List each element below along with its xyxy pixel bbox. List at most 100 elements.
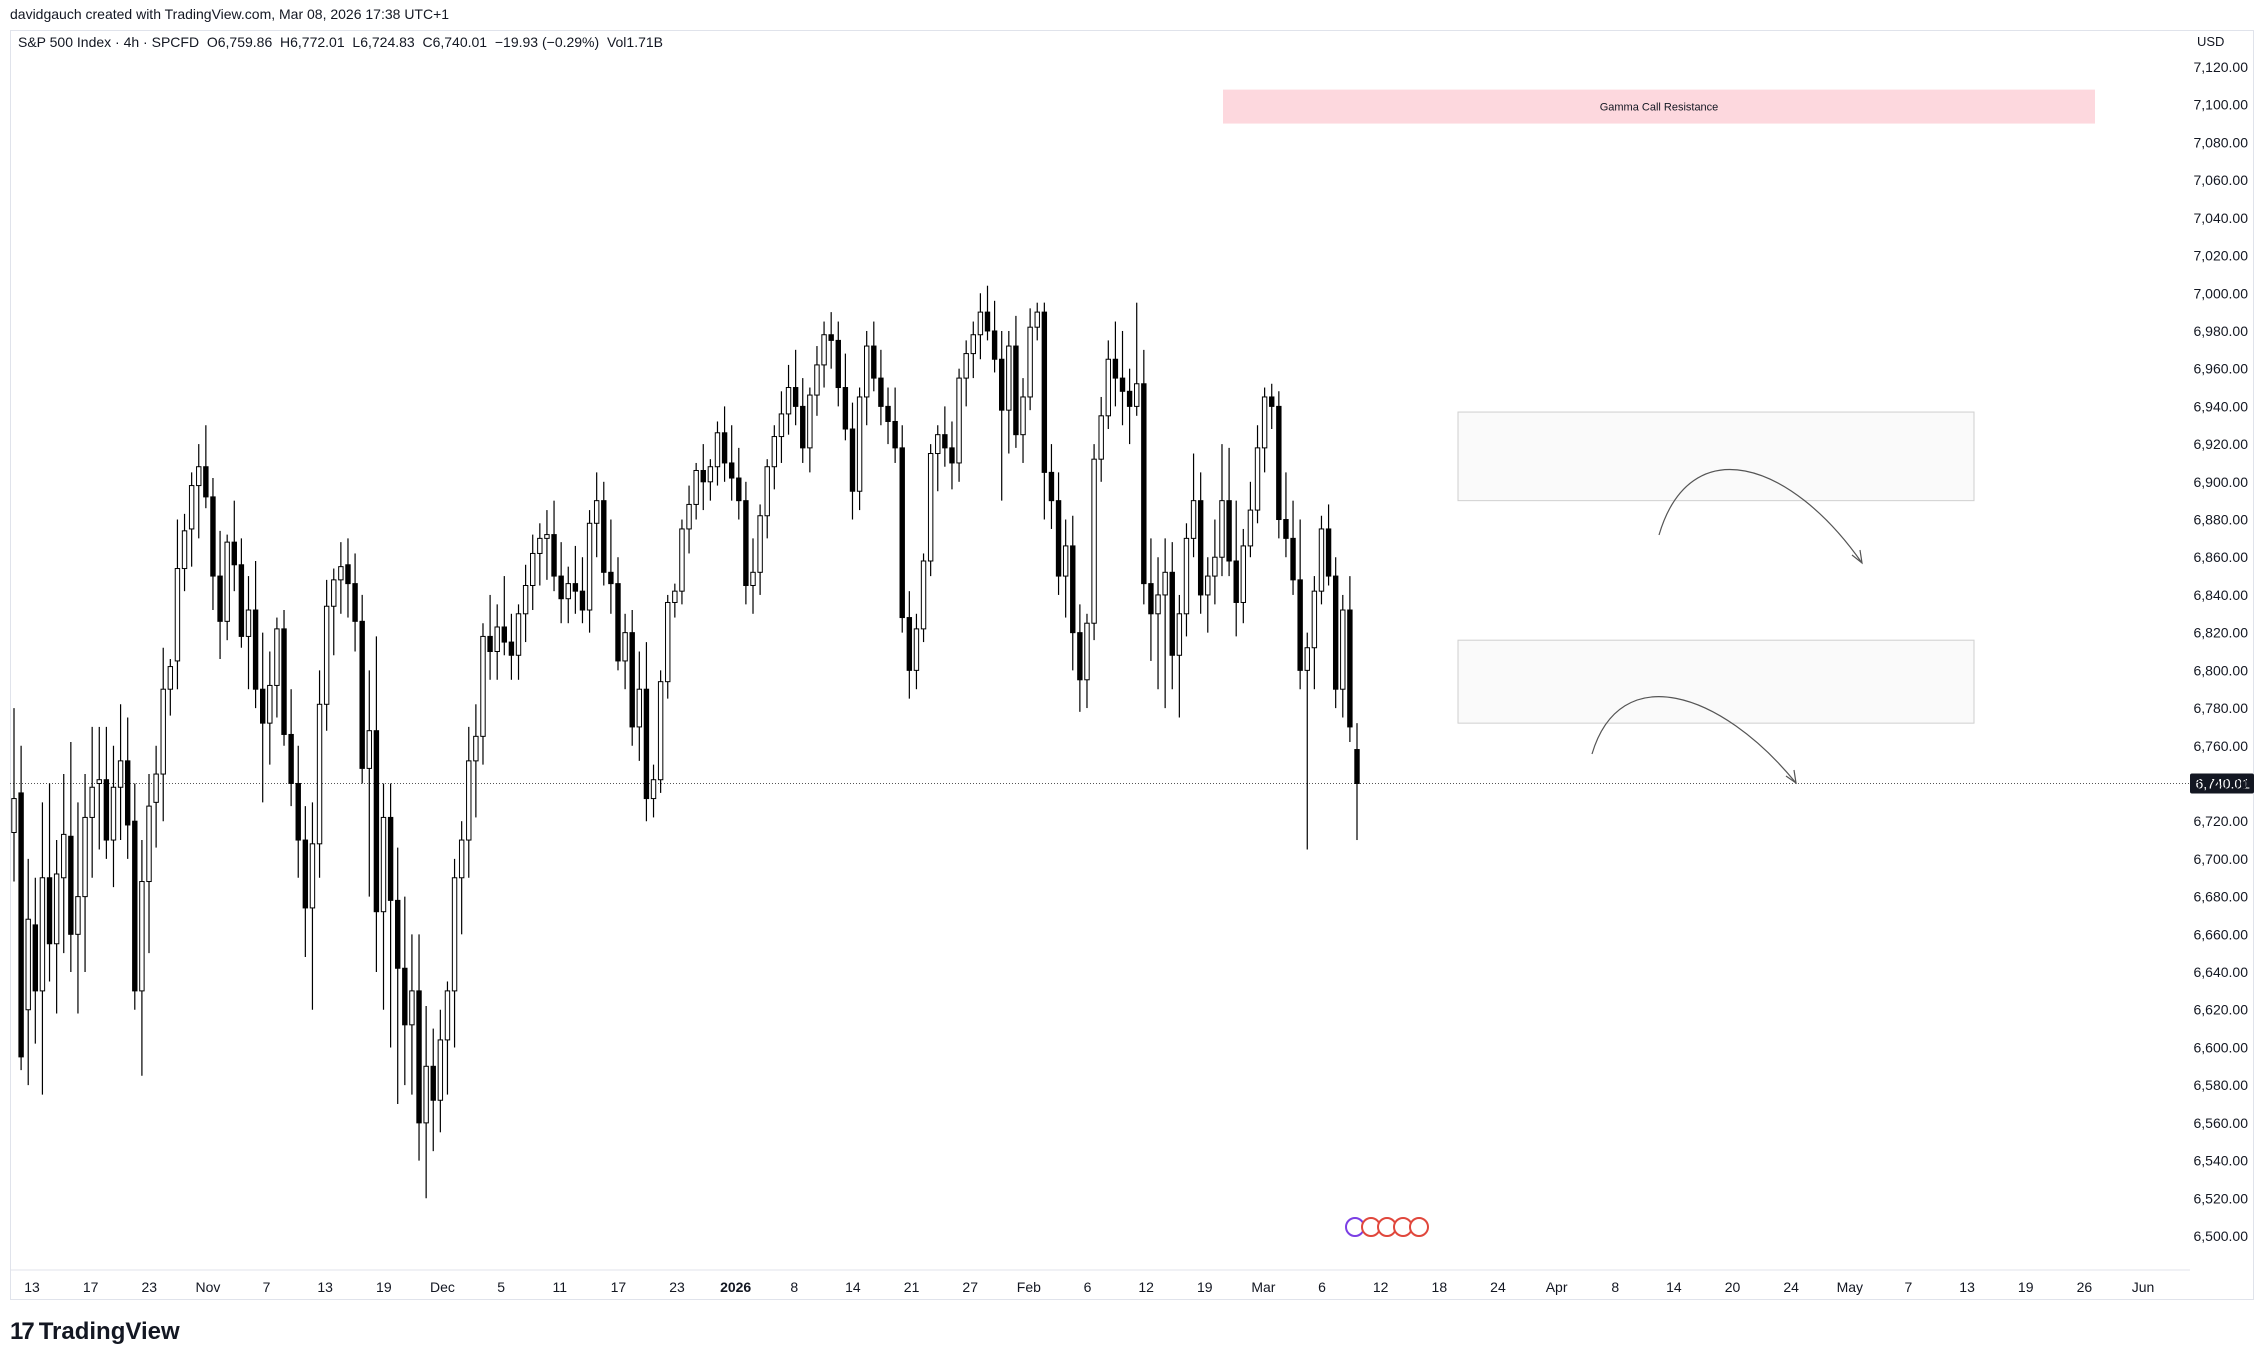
legend-low: L6,724.83	[352, 34, 415, 50]
y-tick-label: 6,900.00	[2194, 474, 2249, 490]
candle-down	[1290, 537, 1296, 581]
candle-up	[515, 613, 522, 656]
candle-up	[927, 453, 934, 562]
x-tick-label: 6	[1084, 1279, 1092, 1295]
candle-up	[316, 703, 323, 845]
event-markers	[1345, 1217, 1429, 1237]
candle-up	[146, 805, 152, 883]
candle-up	[174, 568, 181, 662]
candle-up	[380, 816, 387, 913]
x-tick-label: 6	[1318, 1279, 1326, 1295]
projection-zone-box	[1457, 639, 1975, 724]
x-tick-label: 17	[611, 1279, 627, 1295]
x-tick-label: 7	[1905, 1279, 1913, 1295]
x-tick-label: 27	[962, 1279, 978, 1295]
projection-arrow-head-upper	[1851, 549, 1863, 565]
candle-down	[792, 387, 799, 407]
candle-up	[1340, 609, 1346, 690]
y-tick-label: 7,080.00	[2194, 134, 2249, 150]
candle-up	[693, 469, 699, 505]
candle-up	[39, 877, 46, 992]
candle-down	[1332, 575, 1339, 690]
x-tick-label: 21	[904, 1279, 920, 1295]
candle-up	[139, 881, 145, 992]
candle-down	[1112, 358, 1119, 379]
candle-up	[409, 990, 415, 1026]
candle-up	[785, 387, 792, 415]
candle-up	[1105, 358, 1111, 417]
x-tick-label: 23	[141, 1279, 157, 1295]
candle-down	[1169, 571, 1175, 656]
candle-down	[1226, 500, 1232, 562]
candle-down	[302, 839, 309, 909]
candle-down	[558, 575, 564, 600]
symbol-legend[interactable]: S&P 500 Index · 4h · SPCFD O6,759.86 H6,…	[18, 34, 663, 50]
x-tick-label: 2026	[720, 1279, 751, 1295]
candle-down	[1141, 383, 1147, 585]
candle-up	[117, 760, 124, 788]
candle-down	[1269, 396, 1275, 407]
projection-arrow-lower	[1591, 696, 1797, 784]
candle-up	[665, 601, 671, 683]
candle-up	[1084, 622, 1090, 681]
y-tick-label: 6,660.00	[2194, 926, 2249, 942]
candle-down	[252, 609, 259, 690]
candle-up	[1027, 326, 1033, 398]
candle-up	[913, 628, 920, 671]
candle-down	[281, 628, 287, 735]
candle-up	[650, 779, 657, 800]
candle-up	[466, 760, 472, 841]
x-tick-label: 14	[845, 1279, 861, 1295]
x-tick-label: 8	[790, 1279, 798, 1295]
legend-volume: Vol1.71B	[606, 34, 664, 50]
tradingview-logo-icon: 17	[10, 1318, 35, 1345]
candle-down	[608, 571, 614, 585]
candle-down	[203, 466, 209, 498]
candle-up	[586, 522, 593, 611]
candle-up	[451, 877, 458, 992]
candle-up	[1240, 545, 1247, 603]
candle-up	[1098, 415, 1104, 460]
candle-down	[828, 334, 834, 341]
candle-down	[1148, 583, 1154, 615]
candle-up	[89, 786, 95, 818]
candle-down	[800, 405, 806, 449]
x-tick-label: Mar	[1251, 1279, 1275, 1295]
candle-down	[942, 434, 948, 449]
candle-down	[849, 428, 856, 492]
candle-up	[1091, 458, 1097, 624]
candle-up	[1155, 594, 1161, 615]
candle-up	[1311, 590, 1318, 649]
candle-up	[1190, 500, 1197, 539]
candle-up	[338, 566, 344, 581]
x-tick-label: 19	[2018, 1279, 2034, 1295]
price-axis: 7,120.00 7,100.00 7,080.00 7,060.00 7,040.00…	[2194, 59, 2249, 1244]
candle-up	[331, 579, 337, 607]
candle-down	[643, 688, 650, 800]
candle-up	[160, 688, 166, 775]
candle-down	[579, 590, 586, 611]
x-tick-label: 13	[24, 1279, 40, 1295]
candle-up	[96, 779, 102, 784]
x-tick-label: 20	[1725, 1279, 1741, 1295]
candle-up	[771, 436, 778, 468]
x-tick-label: 5	[497, 1279, 505, 1295]
tradingview-logo-text: TradingView	[38, 1318, 180, 1345]
y-tick-label: 6,620.00	[2194, 1002, 2249, 1018]
candle-up	[1247, 509, 1254, 547]
candle-up	[309, 843, 316, 909]
last-price-tag	[2190, 773, 2254, 794]
x-tick-label: Jun	[2132, 1279, 2155, 1295]
legend-high: H6,772.01	[280, 34, 345, 50]
candle-down	[878, 377, 884, 407]
chart-frame	[10, 30, 2254, 1300]
candle-down	[217, 575, 223, 622]
candle-up	[61, 833, 67, 879]
x-tick-label: 23	[669, 1279, 685, 1295]
candle-down	[743, 500, 749, 587]
candle-down	[1347, 609, 1353, 728]
tradingview-logo[interactable]: 17 TradingView	[10, 1318, 180, 1346]
currency-label[interactable]: USD	[2197, 34, 2225, 49]
legend-change: −19.93 (−0.29%)	[494, 34, 600, 50]
